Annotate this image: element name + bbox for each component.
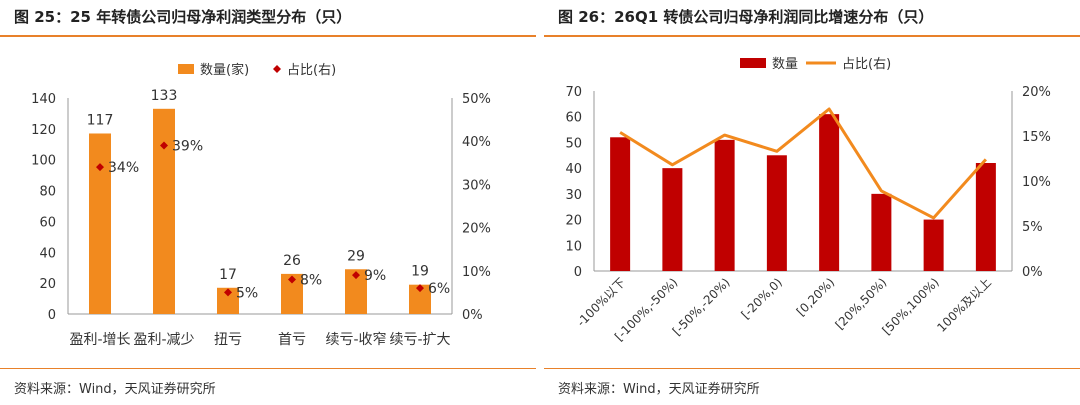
y-tick-label: 60 <box>39 215 56 230</box>
y2-tick-label: 20% <box>462 222 491 237</box>
bar <box>871 193 892 271</box>
x-category-label: 盈利-增长 <box>69 332 130 348</box>
y2-tick-label: 40% <box>462 135 491 150</box>
bar <box>714 139 735 271</box>
share-value-label: 6% <box>428 281 450 297</box>
y-tick-label: 120 <box>31 123 56 138</box>
bar <box>662 168 683 271</box>
bar-value-label: 117 <box>87 112 114 128</box>
bar-value-label: 19 <box>411 264 429 280</box>
bar <box>217 287 239 314</box>
share-marker <box>288 275 296 284</box>
y2-tick-label: 10% <box>1022 175 1051 190</box>
source-divider-right <box>544 368 1080 369</box>
share-value-label: 9% <box>364 268 386 284</box>
bar <box>923 219 944 271</box>
bar <box>153 108 175 314</box>
legend-label-bar: 数量 <box>772 57 798 72</box>
figure-title-right: 图 26：26Q1 转债公司归母净利润同比增速分布（只） <box>558 8 934 26</box>
y-tick-label: 0 <box>574 265 582 280</box>
y2-tick-label: 20% <box>1022 85 1051 100</box>
bar <box>281 273 303 314</box>
x-category-label: [20%,50%) <box>833 275 890 332</box>
legend-label-bar: 数量(家) <box>200 62 249 78</box>
legend-swatch-marker <box>273 65 281 73</box>
share-marker <box>352 271 360 280</box>
bar-value-label: 26 <box>283 253 301 269</box>
type-distribution-chart: 0 20 40 60 80 100 120 140 0% 10% 20% 30% 40% 50% 117 13… <box>31 62 491 348</box>
share-marker <box>224 288 232 297</box>
y2-tick-label: 0% <box>462 308 483 323</box>
y-tick-label: 40 <box>565 162 582 177</box>
share-marker <box>416 284 424 293</box>
y-tick-label: 100 <box>31 154 56 169</box>
legend-label-marker: 占比(右) <box>287 63 336 78</box>
y-tick-label: 70 <box>565 85 582 100</box>
x-category-label: [-20%,0) <box>738 275 785 322</box>
bar <box>975 163 996 271</box>
y-tick-label: 10 <box>565 239 582 254</box>
x-category-label: 扭亏 <box>214 332 242 348</box>
y-tick-label: 140 <box>31 92 56 107</box>
y2-tick-label: 0% <box>1022 265 1043 280</box>
y-tick-label: 80 <box>39 185 56 200</box>
bar-value-label: 133 <box>151 88 178 104</box>
legend-swatch-bar <box>178 64 194 74</box>
share-marker <box>96 163 104 172</box>
share-marker <box>160 141 168 150</box>
source-note-left: 资料来源：Wind，天风证券研究所 <box>14 382 216 397</box>
y2-tick-label: 15% <box>1022 130 1051 145</box>
growth-distribution-chart: 0102030405060700%5%10%15%20%-100%以下[-100… <box>565 57 1051 344</box>
x-category-label: [0,20%) <box>794 275 837 318</box>
bar <box>89 133 111 314</box>
share-line <box>619 107 987 220</box>
bar <box>819 114 840 272</box>
y2-tick-label: 5% <box>1022 220 1043 235</box>
x-category-label: -100%以下 <box>574 275 628 329</box>
x-category-label: 续亏-扩大 <box>389 331 450 348</box>
x-category-label: 盈利-减少 <box>133 332 194 348</box>
title-divider-right <box>544 35 1080 37</box>
x-category-label: 100%及以上 <box>934 275 994 335</box>
share-value-label: 34% <box>108 160 139 176</box>
bar <box>345 269 367 314</box>
legend-label-line: 占比(右) <box>842 57 891 72</box>
x-category-label: 首亏 <box>278 332 306 348</box>
share-value-label: 39% <box>172 139 203 155</box>
chart-panel-left: 图 25：25 年转债公司归母净利润类型分布（只） 0 20 40 60 80 100 12… <box>0 0 536 405</box>
bar <box>766 155 787 271</box>
title-divider-left <box>0 35 536 37</box>
bar-value-label: 29 <box>347 248 365 264</box>
share-value-label: 8% <box>300 272 322 288</box>
source-divider-left <box>0 368 536 369</box>
x-category-label: 续亏-收窄 <box>325 331 386 348</box>
source-note-right: 资料来源：Wind，天风证券研究所 <box>558 382 760 397</box>
bar <box>610 137 631 271</box>
legend-swatch-bar <box>740 58 766 68</box>
chart-panel-right: 图 26：26Q1 转债公司归母净利润同比增速分布（只） 0 10 20 30 40 50… <box>544 0 1080 405</box>
y-tick-label: 60 <box>565 111 582 126</box>
bar <box>409 284 431 314</box>
y2-tick-label: 10% <box>462 265 491 280</box>
y-tick-label: 20 <box>39 277 56 292</box>
share-value-label: 5% <box>236 285 258 301</box>
y2-tick-label: 50% <box>462 92 491 107</box>
y-tick-label: 20 <box>565 214 582 229</box>
bar-value-label: 17 <box>219 267 237 283</box>
y-tick-label: 50 <box>565 136 582 151</box>
y-tick-label: 30 <box>565 188 582 203</box>
y-tick-label: 40 <box>39 246 56 261</box>
figure-title-left: 图 25：25 年转债公司归母净利润类型分布（只） <box>14 8 352 26</box>
y2-tick-label: 30% <box>462 178 491 193</box>
y-tick-label: 0 <box>48 308 56 323</box>
